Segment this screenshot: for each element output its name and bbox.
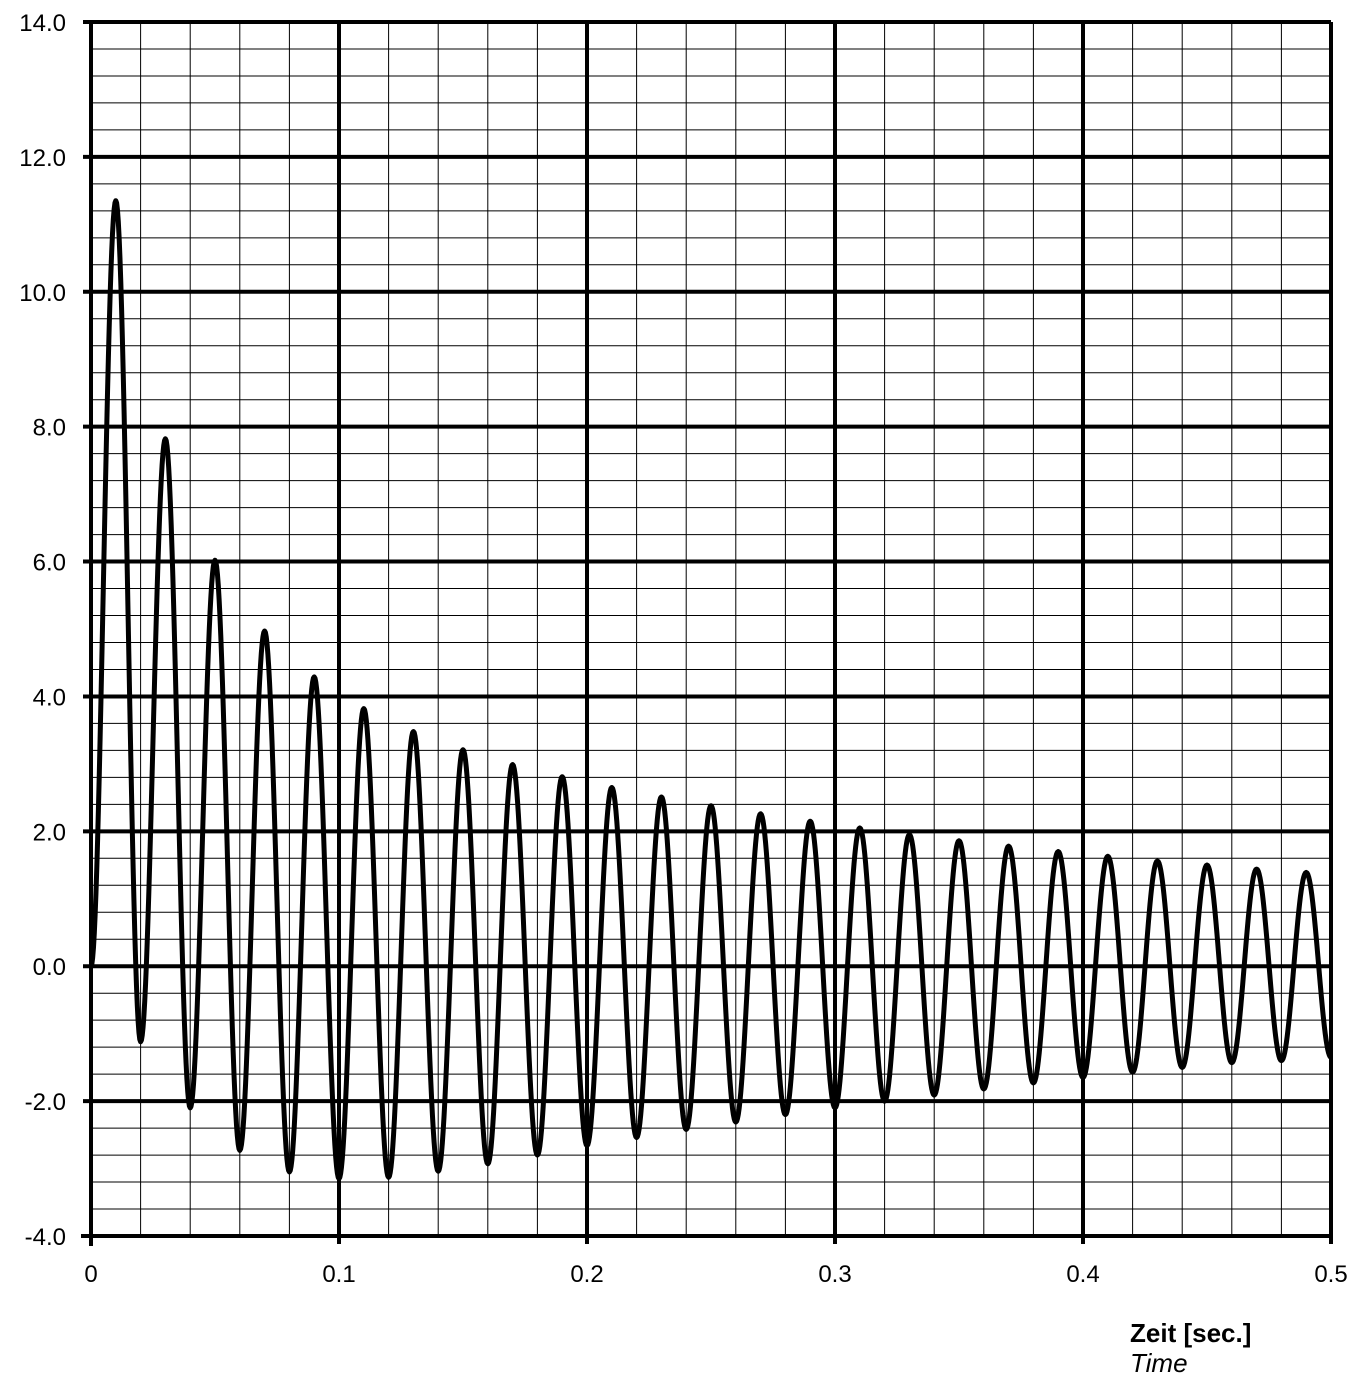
y-tick-label: 6.0 — [33, 550, 66, 577]
minor-grid — [90, 21, 1332, 1237]
x-tick-label: 0.5 — [1314, 1261, 1347, 1288]
y-tick-label: 0.0 — [33, 954, 66, 981]
y-tick-label: 2.0 — [33, 819, 66, 846]
x-tick-label: 0.2 — [570, 1261, 603, 1288]
series-line — [88, 198, 1333, 1182]
y-tick-label: 12.0 — [19, 145, 66, 172]
x-tick-label: 0.3 — [818, 1261, 851, 1288]
y-tick-label: 10.0 — [19, 280, 66, 307]
y-tick-label: -2.0 — [25, 1089, 66, 1116]
x-tick-label: 0.1 — [322, 1261, 355, 1288]
series-group — [88, 198, 1333, 1182]
major-grid — [83, 20, 1333, 1244]
y-tick-label: -4.0 — [25, 1224, 66, 1251]
x-tick-labels: 0 0.1 0.2 0.3 0.4 0.5 — [84, 1261, 1347, 1288]
x-tick-label: 0.4 — [1066, 1261, 1099, 1288]
axes — [81, 20, 1333, 1246]
y-tick-labels: -4.0 -2.0 0.0 2.0 4.0 6.0 8.0 10.0 12.0 14.0 — [19, 10, 66, 1251]
y-tick-label: 4.0 — [33, 684, 66, 711]
y-tick-label: 8.0 — [33, 415, 66, 442]
x-axis-label-translation: Time — [1130, 1348, 1188, 1378]
x-axis-label: Zeit [sec.] — [1130, 1318, 1252, 1348]
y-tick-label: 14.0 — [19, 10, 66, 37]
x-tick-label: 0 — [84, 1261, 97, 1288]
